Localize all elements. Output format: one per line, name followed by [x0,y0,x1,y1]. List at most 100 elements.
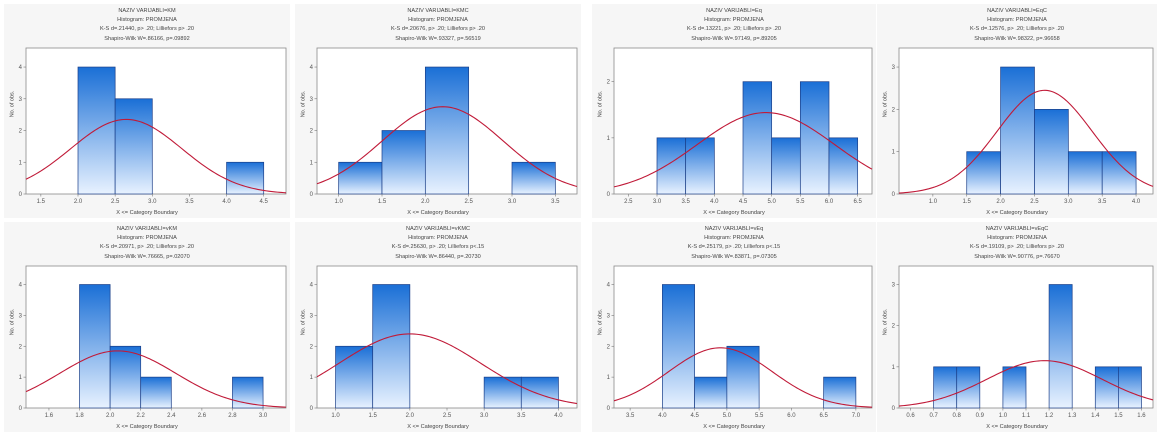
chart-title-line: NAZIV VARIJABLI=EqC [987,8,1047,14]
y-tick-label: 3 [310,97,314,103]
y-tick-label: 0 [607,192,611,198]
y-tick-label: 1 [892,365,896,371]
x-tick-label: 2.2 [137,413,146,419]
y-tick-label: 2 [892,107,896,113]
y-tick-label: 2 [19,344,23,350]
y-tick-label: 0 [310,406,314,412]
histogram-bar [1101,151,1137,195]
histogram-bar [1048,284,1073,409]
x-tick-label: 1.8 [75,413,84,419]
chart-title-line: Histogram: PROMJENA [408,235,468,242]
y-tick-label: 1 [892,150,896,156]
x-tick-label: 1.5 [37,199,46,205]
chart-title: NAZIV VARIJABLI=vKM Histogram: PROMJENA K-… [4,225,290,262]
histogram-bar [232,376,264,409]
x-tick-label: 0.6 [906,413,915,419]
x-tick-label: 3.0 [259,413,268,419]
x-tick-label: 2.5 [111,199,120,205]
chart-title-line: K-S d=.20971, p> .20; Lilliefors p> .20 [99,244,195,251]
x-tick-label: 1.5 [1114,413,1123,419]
x-tick-label: 3.5 [551,199,560,205]
histogram-bar [520,376,559,409]
y-tick-label: 0 [19,406,23,412]
x-tick-label: 1.5 [963,199,972,205]
histogram-bar [966,151,1001,195]
x-tick-label: 5.5 [755,413,764,419]
histogram-bar [1094,366,1119,409]
histogram-panel: NAZIV VARIJABLI=vEqC Histogram: PROMJENA K… [877,222,1157,432]
y-tick-label: 3 [892,283,896,289]
x-tick-label: 4.0 [658,413,667,419]
chart-title-line: NAZIV VARIJABLI=vEqC [985,226,1049,232]
x-tick-label: 1.2 [1045,413,1054,419]
histogram-bar [483,376,522,409]
x-tick-label: 3.0 [148,199,157,205]
normal-curve [613,112,873,188]
x-tick-label: 2.6 [198,413,207,419]
normal-curve [25,350,287,408]
chart-title-line: K-S d=.21440, p> .20; Lilliefors p> .20 [99,26,195,33]
histogram-bar [114,98,153,195]
x-tick-label: 2.5 [443,413,452,419]
x-tick-label: 4.0 [554,413,563,419]
chart-title-line: K-S d=.25630, p> .20; Lilliefors p<.15 [391,244,485,251]
x-tick-label: 1.5 [378,199,387,205]
chart-title-line: Histogram: PROMJENA [117,235,177,242]
x-tick-label: 3.0 [1064,199,1073,205]
x-tick-label: 5.5 [796,199,805,205]
y-tick-label: 2 [310,129,314,135]
chart-title-line: NAZIV VARIJABLI=vKM [116,226,178,232]
histogram-panel: NAZIV VARIJABLI=KMC Histogram: PROMJENA K-… [295,4,581,218]
x-tick-label: 3.0 [480,413,489,419]
normal-curve [613,347,873,408]
x-tick-label: 5.0 [767,199,776,205]
histogram-plot: 1.6 1.8 2.0 2.2 2.4 2.6 2.8 3.0 0 1 2 3 4 [19,265,287,419]
chart-title-line: Shapiro-Wilk W=.86166, p=.09892 [104,35,190,42]
x-axis-label: X <= Category Boundary [116,210,178,216]
histogram-plot: 1.0 1.5 2.0 2.5 3.0 3.5 4.0 0 1 2 3 [892,47,1154,205]
x-tick-label: 2.0 [74,199,83,205]
x-tick-label: 1.0 [999,413,1008,419]
x-tick-label: 4.0 [1132,199,1141,205]
x-tick-label: 2.5 [1030,199,1039,205]
x-tick-label: 1.1 [1022,413,1031,419]
y-tick-label: 3 [19,313,23,319]
y-tick-label: 1 [19,375,23,381]
y-tick-label: 4 [19,65,23,71]
x-tick-label: 1.6 [1137,413,1146,419]
histogram-bar [656,137,687,195]
histogram-bar [1002,366,1027,409]
x-tick-label: 1.5 [369,413,378,419]
x-tick-label: 4.5 [739,199,748,205]
histogram-bar [424,66,470,195]
histogram-bar [694,376,728,409]
x-axis-label: X <= Category Boundary [703,210,765,216]
y-tick-label: 0 [892,192,896,198]
x-tick-label: 4.5 [260,199,269,205]
y-tick-label: 0 [892,406,896,412]
x-tick-label: 2.4 [167,413,176,419]
histogram-bar [511,161,556,195]
y-tick-label: 2 [19,129,23,135]
chart-title: NAZIV VARIJABLI=KMC Histogram: PROMJENA K-… [295,7,581,44]
x-tick-label: 6.5 [819,413,828,419]
x-tick-label: 2.5 [624,199,633,205]
chart-title-line: NAZIV VARIJABLI=vKMC [405,226,471,232]
chart-title-line: Histogram: PROMJENA [704,235,764,242]
histogram-plot: 3.5 4.0 4.5 5.0 5.5 6.0 6.5 7.0 0 1 2 3 4 [607,265,873,419]
chart-title-line: K-S d=.20676, p> .20; Lilliefors p> .20 [390,26,486,33]
histogram-panel: NAZIV VARIJABLI=EqC Histogram: PROMJENA K-… [877,4,1157,218]
x-axis-label: X <= Category Boundary [407,424,469,430]
normal-curve [25,118,287,194]
histogram-bar [109,345,142,409]
chart-title-line: Histogram: PROMJENA [704,17,764,24]
x-axis-label: X <= Category Boundary [986,210,1048,216]
x-tick-label: 1.4 [1091,413,1100,419]
x-tick-label: 3.0 [508,199,517,205]
y-tick-label: 2 [310,344,314,350]
chart-title: NAZIV VARIJABLI=vEq Histogram: PROMJENA K-… [592,225,876,262]
x-tick-label: 4.0 [222,199,231,205]
chart-title-line: Shapiro-Wilk W=.98322, p=.96658 [974,35,1060,42]
normal-curve [316,333,578,405]
y-tick-label: 3 [892,65,896,71]
